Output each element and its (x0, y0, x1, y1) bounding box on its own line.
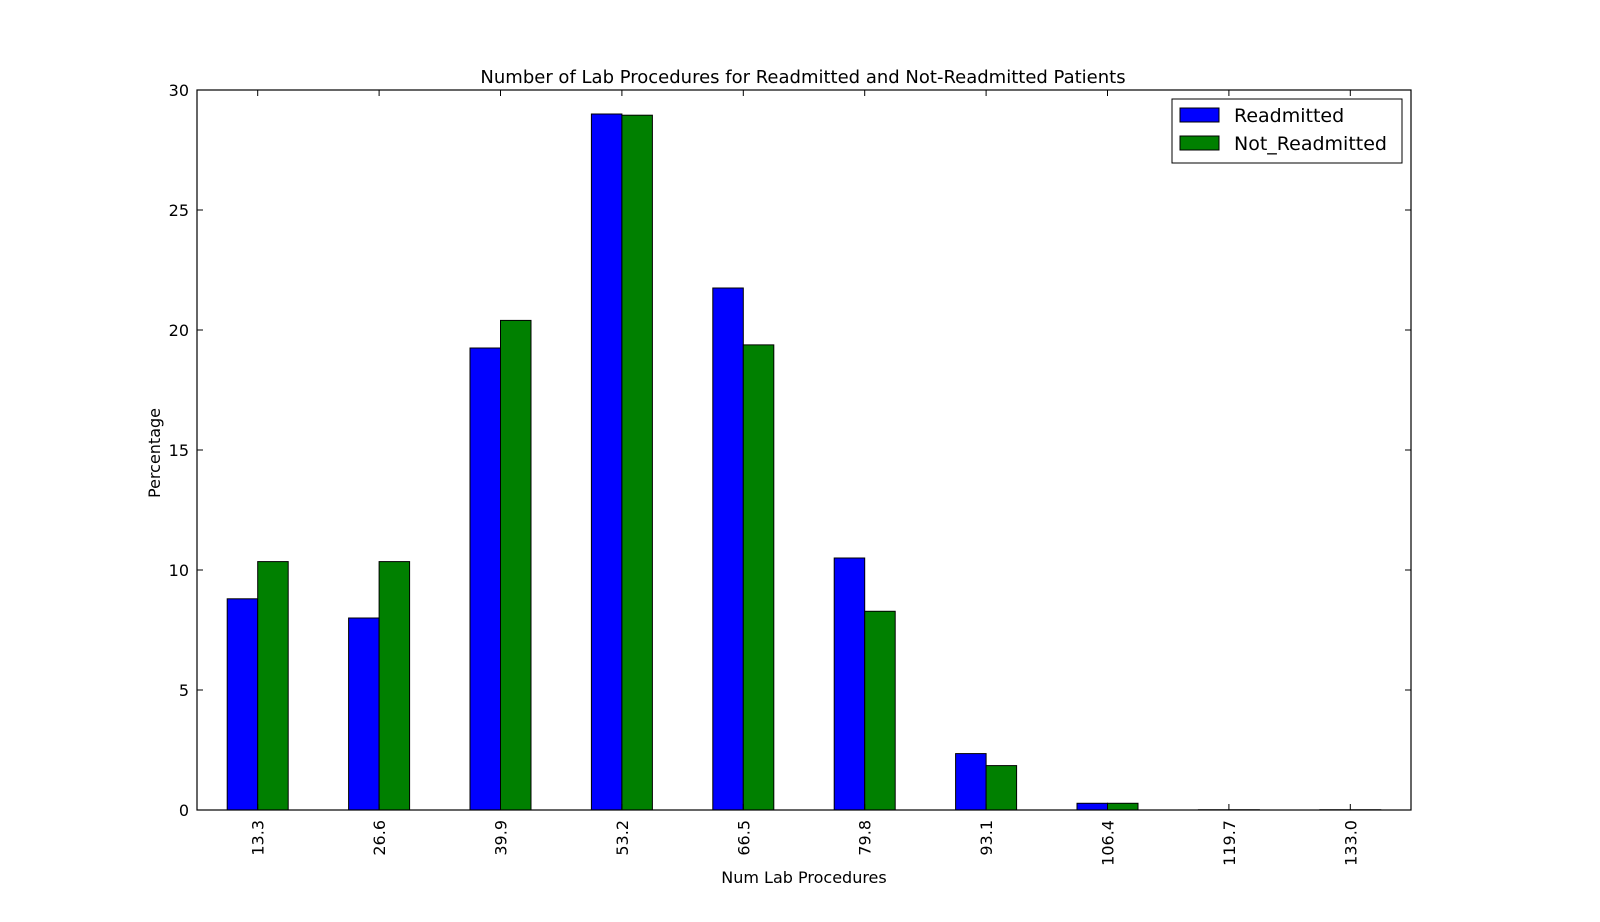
legend: Readmitted Not_Readmitted (1172, 99, 1402, 163)
legend-label-readmitted: Readmitted (1234, 105, 1344, 127)
y-tick-label: 20 (169, 321, 189, 340)
x-tick-label: 119.7 (1220, 820, 1239, 866)
bar-not-readmitted-79.8 (865, 611, 896, 810)
x-tick-label: 39.9 (492, 820, 511, 856)
bar-not-readmitted-93.1 (986, 766, 1017, 810)
y-tick-label: 10 (169, 561, 189, 580)
bar-readmitted-66.5 (713, 288, 744, 810)
x-tick-label: 79.8 (856, 820, 875, 856)
y-tick-label: 0 (179, 801, 189, 820)
bar-readmitted-26.6 (349, 618, 380, 810)
bar-not-readmitted-13.3 (258, 562, 289, 810)
x-tick-label: 66.5 (734, 820, 753, 856)
legend-swatch-readmitted (1180, 108, 1219, 122)
y-tick-label: 25 (169, 201, 189, 220)
bar-not-readmitted-26.6 (379, 562, 410, 810)
bar-not-readmitted-66.5 (743, 345, 774, 810)
bar-readmitted-93.1 (956, 754, 987, 810)
y-tick-label: 30 (169, 81, 189, 100)
bar-readmitted-39.9 (470, 348, 501, 810)
bar-not-readmitted-39.9 (501, 320, 532, 810)
bar-not-readmitted-106.4 (1108, 803, 1139, 810)
x-tick-label: 133.0 (1341, 820, 1360, 866)
legend-label-not-readmitted: Not_Readmitted (1234, 133, 1387, 155)
bar-readmitted-79.8 (834, 558, 865, 810)
legend-swatch-not-readmitted (1180, 136, 1219, 150)
bar-readmitted-106.4 (1077, 803, 1108, 810)
bars-layer (227, 114, 1381, 810)
x-tick-label: 26.6 (370, 820, 389, 856)
bar-readmitted-53.2 (591, 114, 622, 810)
x-tick-label: 53.2 (613, 820, 632, 856)
y-axis-label: Percentage (145, 408, 164, 498)
bar-readmitted-13.3 (227, 599, 258, 810)
y-tick-label: 15 (169, 441, 189, 460)
x-axis-label: Num Lab Procedures (721, 868, 886, 887)
chart-title: Number of Lab Procedures for Readmitted … (480, 67, 1125, 88)
x-tick-label: 106.4 (1099, 820, 1118, 866)
y-tick-label: 5 (179, 681, 189, 700)
bar-not-readmitted-53.2 (622, 115, 653, 810)
x-tick-label: 93.1 (977, 820, 996, 856)
x-tick-label: 13.3 (249, 820, 268, 856)
